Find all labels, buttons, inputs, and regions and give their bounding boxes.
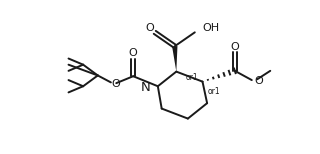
Text: OH: OH — [203, 24, 220, 33]
Text: N: N — [140, 81, 150, 93]
Text: O: O — [111, 79, 120, 89]
Polygon shape — [172, 46, 178, 72]
Text: or1: or1 — [208, 87, 220, 96]
Text: O: O — [254, 76, 263, 86]
Text: O: O — [230, 42, 239, 52]
Text: O: O — [146, 24, 155, 33]
Text: O: O — [129, 48, 138, 58]
Text: or1: or1 — [186, 73, 198, 82]
